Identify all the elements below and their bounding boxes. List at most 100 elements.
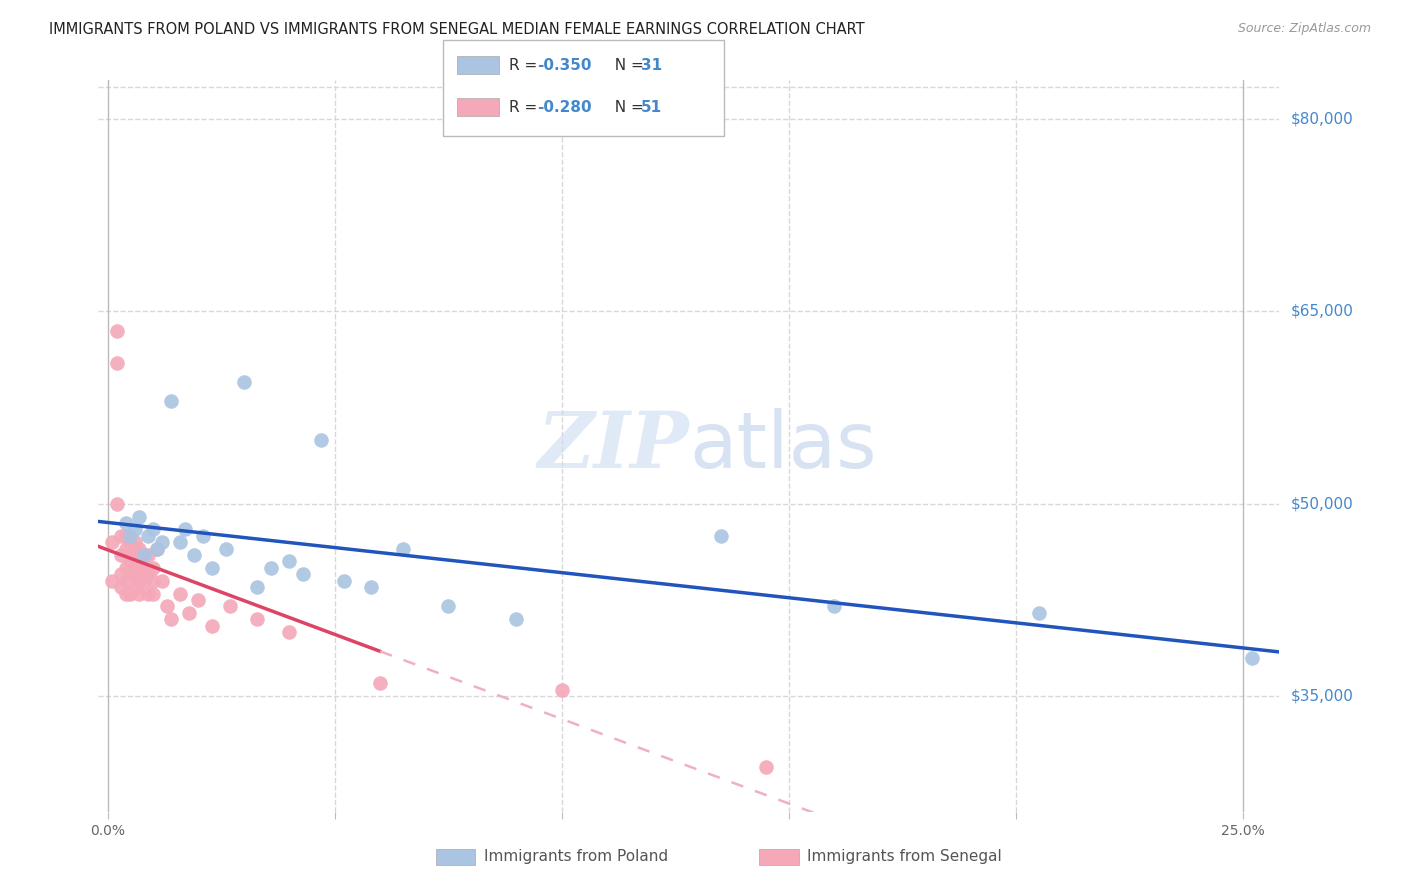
Text: R =: R = [509, 58, 543, 72]
Point [183, 548, 205, 562]
Point [128, 541, 150, 556]
Point [128, 574, 150, 588]
Point [128, 586, 150, 600]
Point [138, 567, 160, 582]
Point [132, 548, 155, 562]
Point [138, 529, 160, 543]
Point [146, 541, 169, 556]
Point [120, 554, 142, 568]
Point [160, 394, 183, 409]
Point [710, 529, 733, 543]
Text: $35,000: $35,000 [1291, 689, 1354, 704]
Point [132, 561, 155, 575]
Text: $50,000: $50,000 [1291, 496, 1354, 511]
Point [142, 523, 165, 537]
Point [120, 529, 142, 543]
Point [132, 574, 155, 588]
Point [128, 561, 150, 575]
Point [124, 541, 146, 556]
Text: -0.280: -0.280 [537, 100, 592, 114]
Point [142, 561, 165, 575]
Text: ZIP: ZIP [537, 408, 689, 484]
Point [142, 586, 165, 600]
Point [101, 574, 124, 588]
Text: 31: 31 [641, 58, 662, 72]
Point [160, 612, 183, 626]
Point [150, 574, 173, 588]
Point [755, 760, 778, 774]
Point [246, 612, 269, 626]
Point [391, 541, 413, 556]
Text: N =: N = [605, 100, 648, 114]
Point [214, 541, 236, 556]
Point [114, 516, 136, 530]
Point [437, 599, 460, 614]
Point [1028, 606, 1050, 620]
Point [110, 529, 132, 543]
Point [105, 355, 128, 369]
Point [132, 548, 155, 562]
Point [120, 586, 142, 600]
Text: 51: 51 [641, 100, 662, 114]
Point [173, 523, 195, 537]
Point [332, 574, 354, 588]
Point [232, 375, 254, 389]
Point [191, 529, 214, 543]
Point [155, 599, 177, 614]
Point [128, 509, 150, 524]
Point [278, 625, 301, 640]
Text: Source: ZipAtlas.com: Source: ZipAtlas.com [1237, 22, 1371, 36]
Point [201, 618, 224, 632]
Point [105, 324, 128, 338]
Text: N =: N = [605, 58, 648, 72]
Point [146, 541, 169, 556]
Point [179, 606, 201, 620]
Text: $80,000: $80,000 [1291, 112, 1354, 127]
Point [169, 535, 191, 549]
Point [120, 548, 142, 562]
Point [291, 567, 314, 582]
Point [169, 586, 191, 600]
Text: $65,000: $65,000 [1291, 304, 1354, 318]
Point [260, 561, 283, 575]
Point [201, 561, 224, 575]
Point [823, 599, 845, 614]
Point [246, 580, 269, 594]
Text: R =: R = [509, 100, 543, 114]
Point [110, 548, 132, 562]
Point [278, 554, 301, 568]
Text: IMMIGRANTS FROM POLAND VS IMMIGRANTS FROM SENEGAL MEDIAN FEMALE EARNINGS CORRELA: IMMIGRANTS FROM POLAND VS IMMIGRANTS FRO… [49, 22, 865, 37]
Point [551, 682, 574, 697]
Point [138, 586, 160, 600]
Point [138, 548, 160, 562]
Point [124, 535, 146, 549]
Point [124, 567, 146, 582]
Point [150, 535, 173, 549]
Point [368, 676, 391, 690]
Point [110, 567, 132, 582]
Point [105, 497, 128, 511]
Point [114, 586, 136, 600]
Point [187, 593, 209, 607]
Point [219, 599, 242, 614]
Text: Immigrants from Senegal: Immigrants from Senegal [807, 849, 1002, 863]
Text: atlas: atlas [689, 408, 876, 484]
Point [505, 612, 527, 626]
Point [114, 541, 136, 556]
Point [120, 567, 142, 582]
Point [114, 574, 136, 588]
Point [360, 580, 382, 594]
Point [101, 535, 124, 549]
Point [124, 580, 146, 594]
Point [124, 523, 146, 537]
Point [114, 561, 136, 575]
Point [110, 580, 132, 594]
Point [309, 433, 332, 447]
Point [142, 574, 165, 588]
Text: Immigrants from Poland: Immigrants from Poland [484, 849, 668, 863]
Text: -0.350: -0.350 [537, 58, 592, 72]
Point [1241, 650, 1264, 665]
Point [124, 554, 146, 568]
Point [120, 535, 142, 549]
Point [114, 529, 136, 543]
